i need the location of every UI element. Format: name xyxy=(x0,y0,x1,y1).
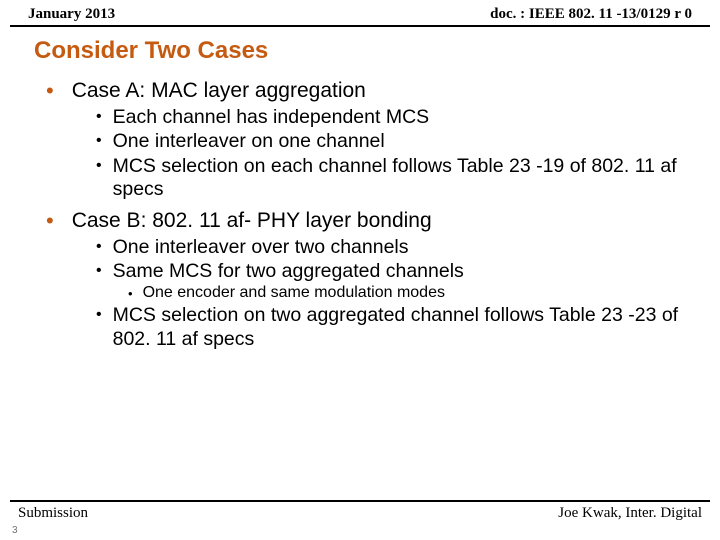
header-docid: doc. : IEEE 802. 11 -13/0129 r 0 xyxy=(490,6,692,23)
slide-content: • Case A: MAC layer aggregation • Each c… xyxy=(0,79,720,351)
bullet-dot-icon: • xyxy=(96,305,102,351)
sub-bullet: • One interleaver on one channel xyxy=(24,130,696,153)
bullet-text: Each channel has independent MCS xyxy=(113,106,430,129)
slide-footer: Submission Joe Kwak, Inter. Digital xyxy=(10,500,710,522)
sub-bullet: • MCS selection on two aggregated channe… xyxy=(24,304,696,351)
bullet-text: MCS selection on two aggregated channel … xyxy=(113,304,696,351)
bullet-case-b: • Case B: 802. 11 af- PHY layer bonding xyxy=(24,209,696,233)
sub-sub-bullet: • One encoder and same modulation modes xyxy=(24,284,696,302)
bullet-text: Same MCS for two aggregated channels xyxy=(113,260,464,283)
slide-header: January 2013 doc. : IEEE 802. 11 -13/012… xyxy=(10,0,710,27)
bullet-dot-icon: • xyxy=(46,80,54,103)
bullet-dot-icon: • xyxy=(96,237,102,259)
bullet-text: MCS selection on each channel follows Ta… xyxy=(113,155,696,202)
bullet-dot-icon: • xyxy=(96,107,102,129)
bullet-dot-icon: • xyxy=(128,286,133,302)
bullet-case-a: • Case A: MAC layer aggregation xyxy=(24,79,696,103)
bullet-text: One encoder and same modulation modes xyxy=(143,284,445,302)
bullet-text: Case B: 802. 11 af- PHY layer bonding xyxy=(72,209,432,233)
slide-title: Consider Two Cases xyxy=(0,27,720,79)
bullet-text: Case A: MAC layer aggregation xyxy=(72,79,366,103)
footer-right: Joe Kwak, Inter. Digital xyxy=(558,505,702,522)
bullet-dot-icon: • xyxy=(96,156,102,202)
sub-bullet: • Same MCS for two aggregated channels xyxy=(24,260,696,283)
bullet-text: One interleaver over two channels xyxy=(113,236,409,259)
footer-left: Submission xyxy=(18,505,88,522)
sub-bullet: • Each channel has independent MCS xyxy=(24,106,696,129)
bullet-dot-icon: • xyxy=(96,261,102,283)
bullet-dot-icon: • xyxy=(96,131,102,153)
header-date: January 2013 xyxy=(28,6,115,23)
bullet-text: One interleaver on one channel xyxy=(113,130,385,153)
sub-bullet: • MCS selection on each channel follows … xyxy=(24,155,696,202)
sub-bullet: • One interleaver over two channels xyxy=(24,236,696,259)
page-number: 3 xyxy=(12,525,18,536)
bullet-dot-icon: • xyxy=(46,210,54,233)
